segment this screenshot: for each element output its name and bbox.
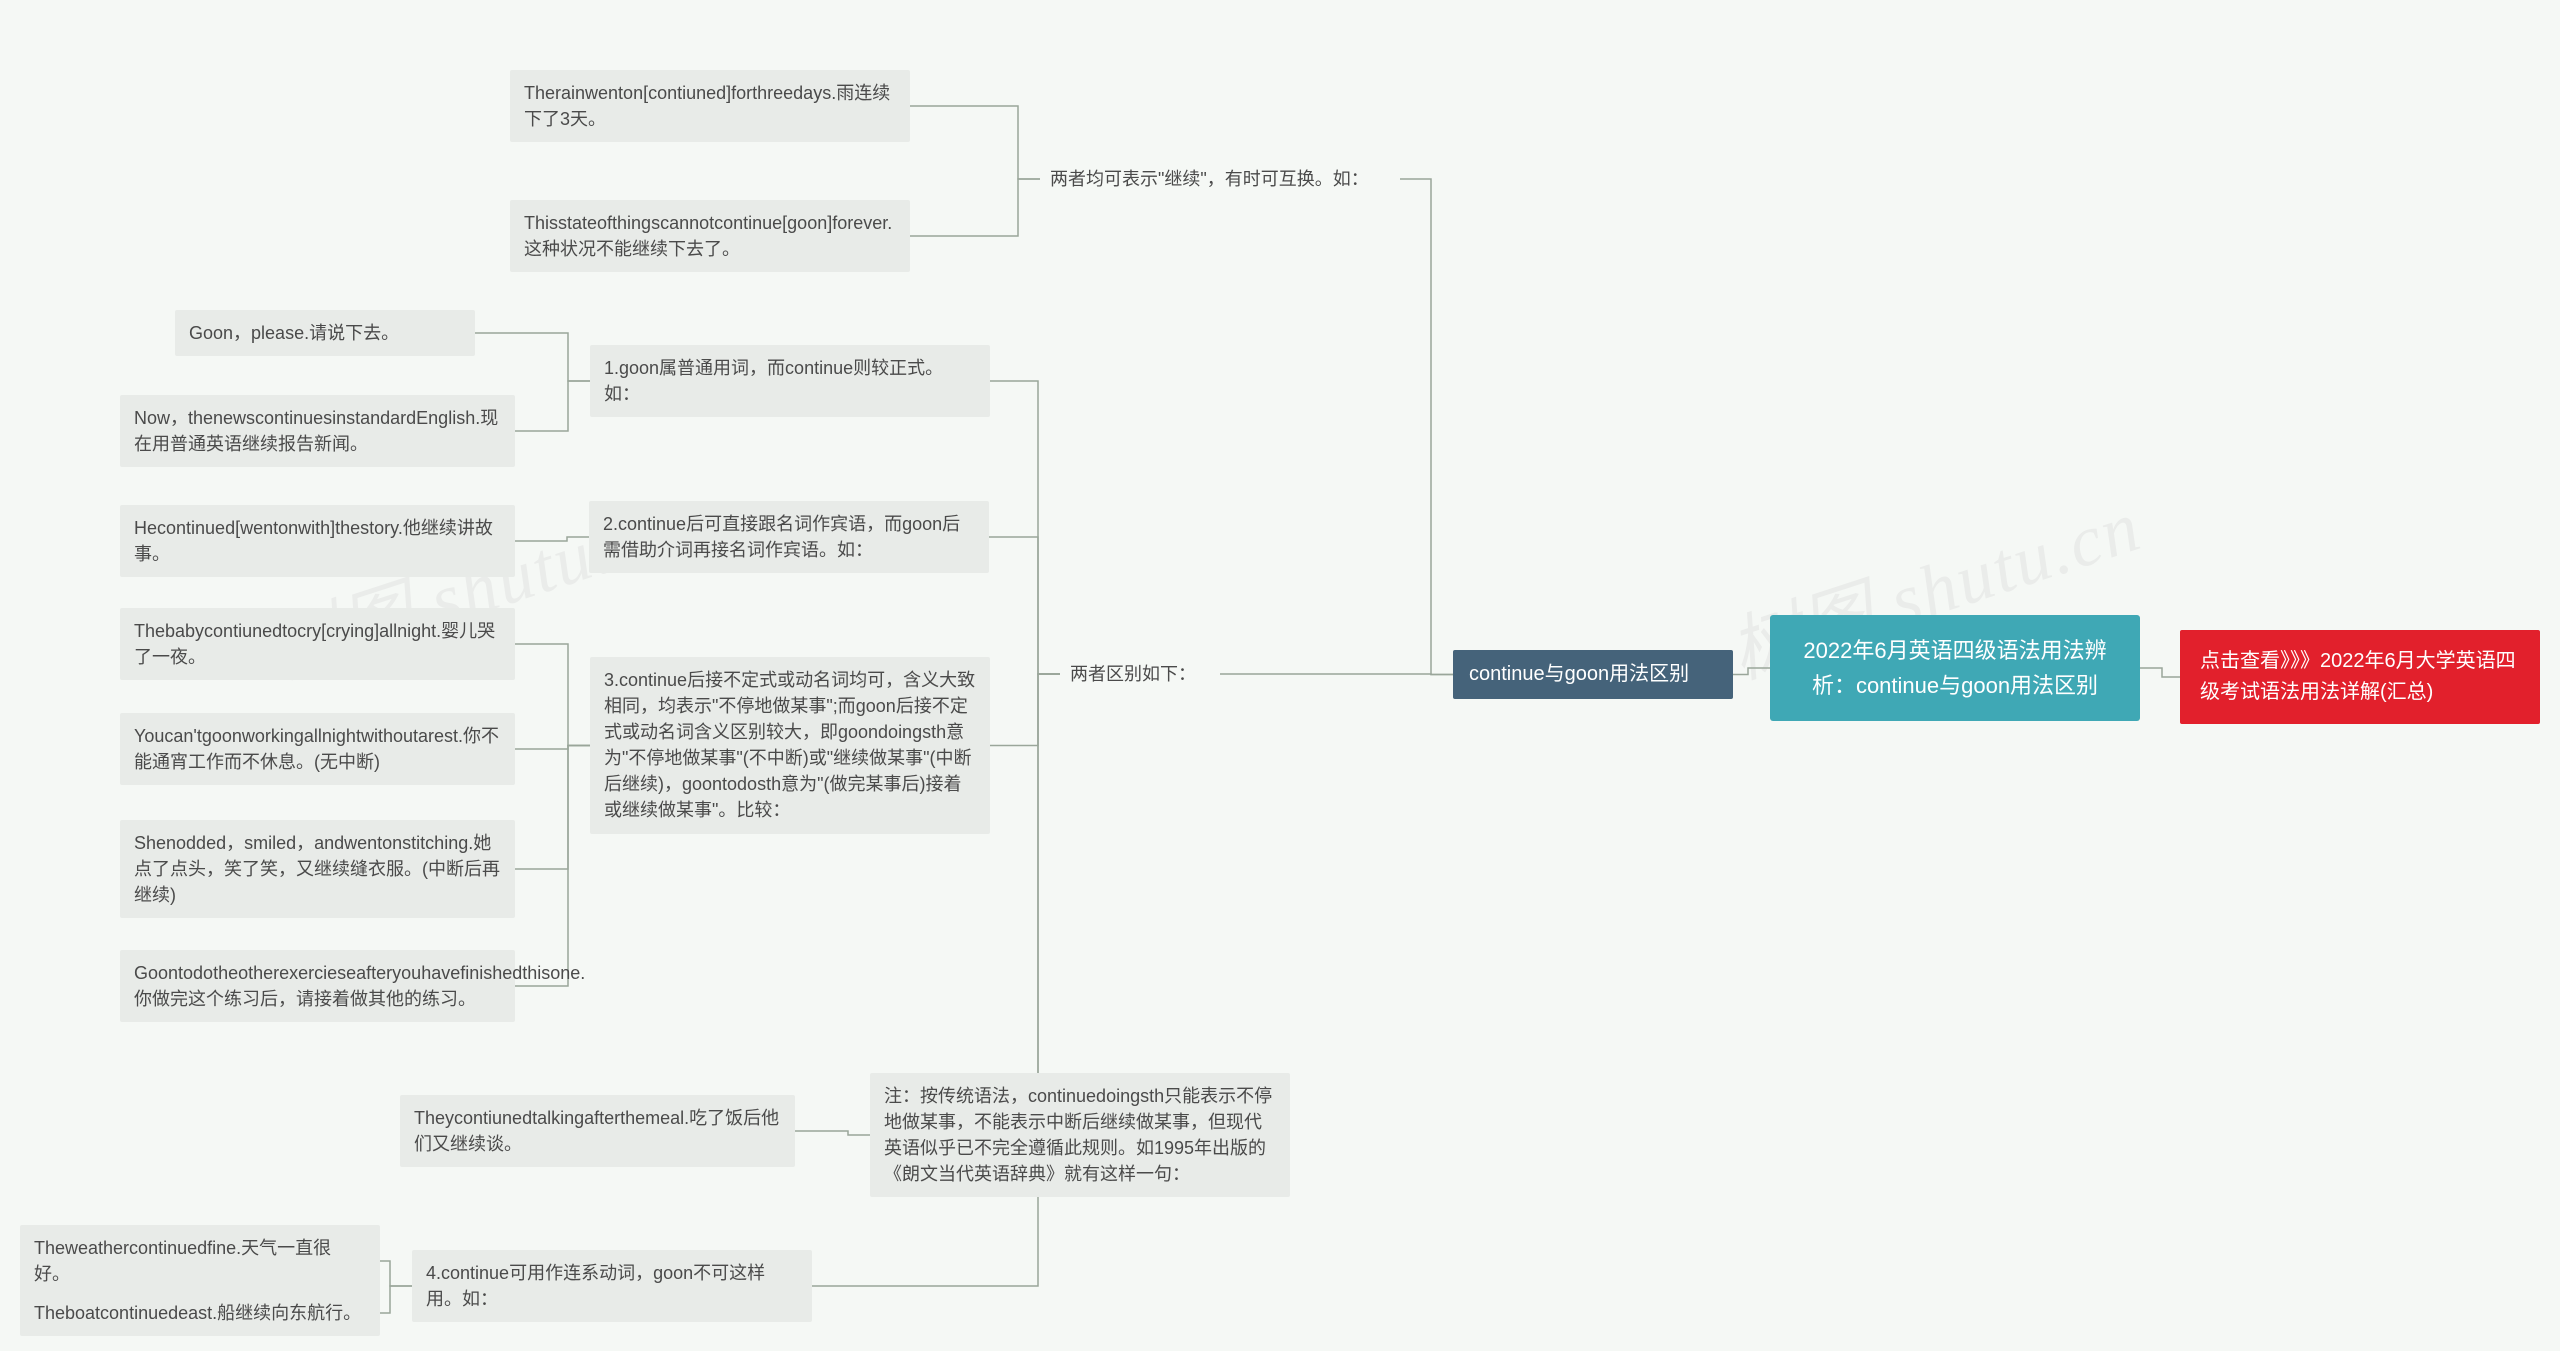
point-3: 3.continue后接不定式或动名词均可，含义大致相同，均表示"不停地做某事"… [590, 657, 990, 834]
leaf-story: Hecontinued[wentonwith]thestory.他继续讲故事。 [120, 505, 515, 577]
point-1: 1.goon属普通用词，而continue则较正式。如： [590, 345, 990, 417]
leaf-nodded: Shenodded，smiled，andwentonstitching.她点了点… [120, 820, 515, 918]
leaf-baby: Thebabycontiunedtocry[crying]allnight.婴儿… [120, 608, 515, 680]
topic-node: continue与goon用法区别 [1453, 650, 1733, 699]
leaf-rain: Therainwenton[contiuned]forthreedays.雨连续… [510, 70, 910, 142]
leaf-allnight: Youcan'tgoonworkingallnightwithoutarest.… [120, 713, 515, 785]
point-4: 4.continue可用作连系动词，goon不可这样用。如： [412, 1250, 812, 1322]
point-2: 2.continue后可直接跟名词作宾语，而goon后需借助介词再接名词作宾语。… [589, 501, 989, 573]
leaf-exercise: Goontodotheotherexercieseafteryouhavefin… [120, 950, 515, 1022]
leaf-east: Theboatcontinuedeast.船继续向东航行。 [20, 1290, 380, 1336]
leaf-talking: Theycontiunedtalkingafterthemeal.吃了饭后他们又… [400, 1095, 795, 1167]
section-interchangeable: 两者均可表示"继续"，有时可互换。如： [1040, 160, 1400, 198]
leaf-state: Thisstateofthingscannotcontinue[goon]for… [510, 200, 910, 272]
root-node: 2022年6月英语四级语法用法辨析：continue与goon用法区别 [1770, 615, 2140, 721]
note: 注：按传统语法，continuedoingsth只能表示不停地做某事，不能表示中… [870, 1073, 1290, 1197]
leaf-goon-please: Goon，please.请说下去。 [175, 310, 475, 356]
banner-link[interactable]: 点击查看》》》2022年6月大学英语四级考试语法用法详解(汇总) [2180, 630, 2540, 724]
section-differences: 两者区别如下： [1060, 655, 1220, 693]
leaf-news: Now，thenewscontinuesinstandardEnglish.现在… [120, 395, 515, 467]
leaf-fine: Theweathercontinuedfine.天气一直很好。 [20, 1225, 380, 1297]
